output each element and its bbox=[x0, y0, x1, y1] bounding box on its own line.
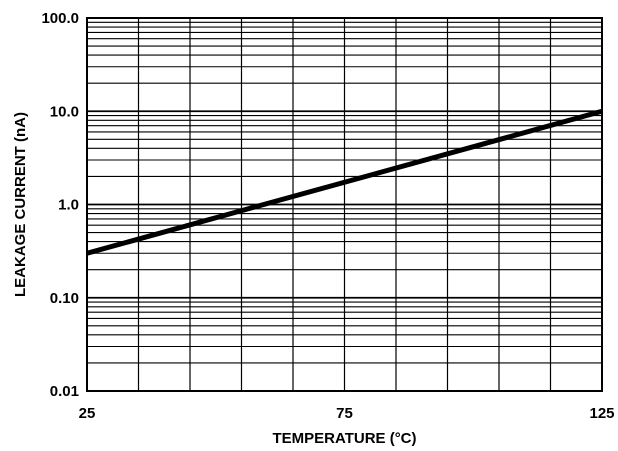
y-tick-label: 1.0 bbox=[58, 197, 79, 214]
plot-frame bbox=[86, 17, 603, 392]
y-axis-title: LEAKAGE CURRENT (nA) bbox=[12, 112, 29, 297]
x-tick-label: 75 bbox=[336, 405, 353, 422]
grid-lines bbox=[87, 18, 602, 391]
leakage-current-line bbox=[86, 108, 603, 256]
x-tick-label: 125 bbox=[589, 405, 614, 422]
data-series bbox=[86, 108, 603, 256]
x-tick-labels: 25 75 125 bbox=[79, 405, 615, 422]
x-tick-label: 25 bbox=[79, 405, 96, 422]
x-axis-title: TEMPERATURE (°C) bbox=[272, 430, 416, 447]
y-tick-labels: 0.01 0.10 1.0 10.0 100.0 bbox=[41, 10, 79, 400]
y-tick-label: 100.0 bbox=[41, 10, 79, 27]
y-tick-label: 10.0 bbox=[50, 103, 79, 120]
y-tick-label: 0.01 bbox=[50, 383, 79, 400]
y-tick-label: 0.10 bbox=[50, 290, 79, 307]
